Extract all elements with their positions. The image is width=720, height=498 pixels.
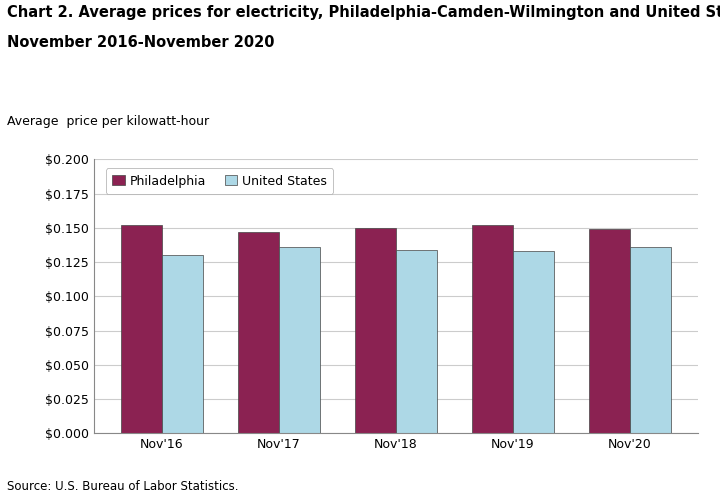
- Bar: [121, 225, 162, 433]
- Bar: [472, 225, 513, 433]
- Bar: [162, 255, 203, 433]
- Bar: [279, 247, 320, 433]
- Text: November 2016-November 2020: November 2016-November 2020: [7, 35, 275, 50]
- Bar: [238, 232, 279, 433]
- Text: Average  price per kilowatt-hour: Average price per kilowatt-hour: [7, 115, 210, 127]
- Bar: [589, 229, 630, 433]
- Bar: [396, 249, 437, 433]
- Bar: [513, 251, 554, 433]
- Text: Source: U.S. Bureau of Labor Statistics.: Source: U.S. Bureau of Labor Statistics.: [7, 480, 239, 493]
- Bar: [355, 228, 396, 433]
- Legend: Philadelphia, United States: Philadelphia, United States: [106, 168, 333, 194]
- Text: Chart 2. Average prices for electricity, Philadelphia-Camden-Wilmington and Unit: Chart 2. Average prices for electricity,…: [7, 5, 720, 20]
- Bar: [630, 247, 671, 433]
